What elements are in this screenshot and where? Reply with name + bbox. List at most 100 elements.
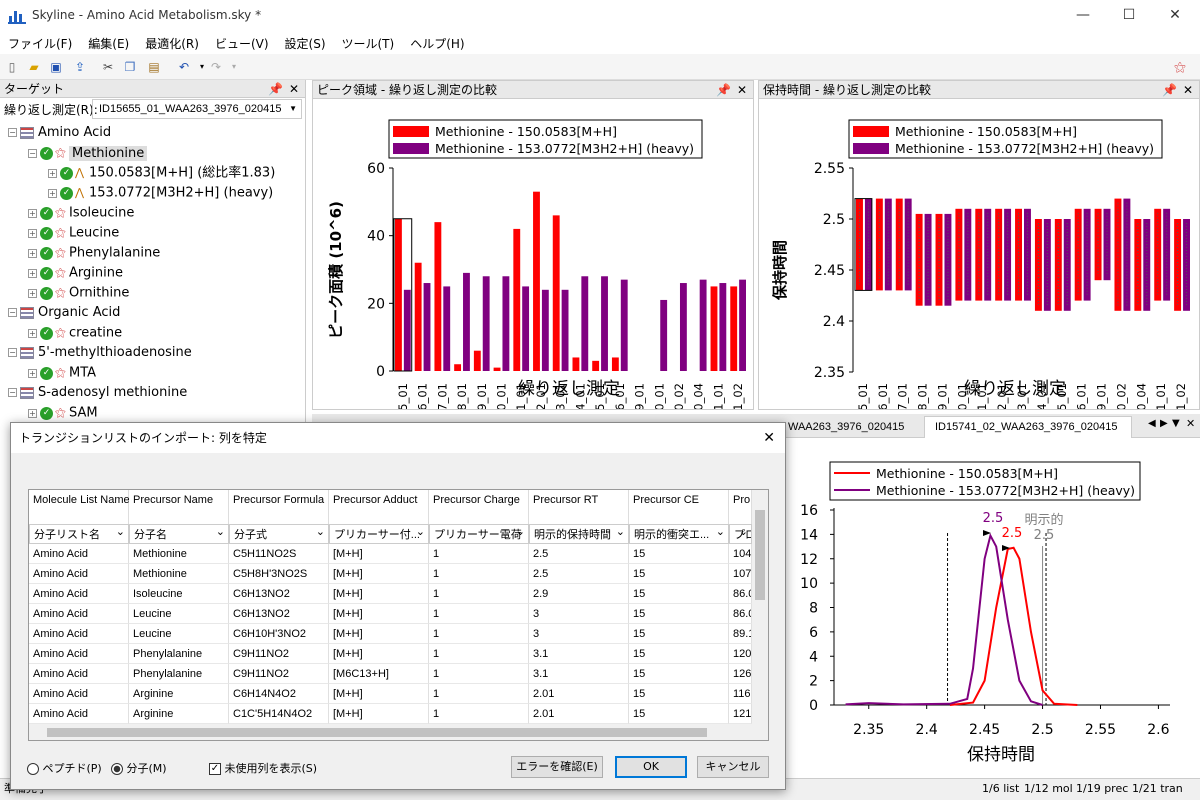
retention-time-chart[interactable]: 2.35 2.4 2.45 2.5 2.55 ID15655_01 ID15656_01 ID… [759,100,1199,409]
table-row[interactable]: Amino Acid Phenylalanine C9H11NO2 [M+H] 1 3.1… [29,644,752,664]
table-row[interactable]: Amino Acid Methionine C5H11NO2S [M+H] 1 2.5 15… [29,544,752,564]
expand-toggle-icon[interactable]: + [28,228,37,238]
redo-dropdown-icon[interactable]: ▾ [231,62,236,71]
menu-tools[interactable]: ツール(T) [341,37,395,51]
table-row[interactable]: Amino Acid Methionine C5H8H'3NO2S [M+H] 1 2.5… [29,564,752,584]
tab-left-icon[interactable]: ◀ [1148,418,1156,429]
table-row[interactable]: Amino Acid Arginine C6H14N4O2 [M+H] 1 2.01 15 1… [29,684,752,704]
radio-molecule-circle[interactable] [111,763,123,775]
close-panel-icon[interactable]: ✕ [1182,83,1193,97]
tree-node[interactable]: − S-adenosyl methionine [8,383,187,403]
menu-settings[interactable]: 設定(S) [284,37,326,51]
ok-button[interactable]: OK [615,756,687,778]
minimize-button[interactable]: — [1076,7,1090,23]
tree-node[interactable]: + ✓ ⚝ MTA [28,363,96,383]
expand-toggle-icon[interactable]: + [28,268,37,278]
close-window-button[interactable]: ✕ [1169,7,1181,23]
close-panel-icon[interactable]: ✕ [736,83,747,97]
tree-node[interactable]: + ✓ ⚝ creatine [28,323,122,343]
check-errors-button[interactable]: エラーを確認(E) [511,756,603,778]
table-row[interactable]: Amino Acid Leucine C6H10H'3NO2 [M+H] 1 3 15 89.… [29,624,752,644]
tree-node[interactable]: + ✓ ⚝ Arginine [28,263,123,283]
expand-toggle-icon[interactable]: − [8,388,17,397]
expand-toggle-icon[interactable]: + [28,408,37,418]
bar [482,276,490,371]
hscrollbar-thumb[interactable] [47,728,707,737]
expand-toggle-icon[interactable]: + [48,168,57,178]
save-icon[interactable]: ▣ [50,60,62,74]
tree-node[interactable]: − ✓ ⚝ Methionine [28,143,148,163]
paste-icon[interactable]: ▤ [148,60,160,74]
column-type-dropdown[interactable]: 分子名 [129,524,229,544]
vertical-scrollbar[interactable] [752,490,768,724]
menu-refine[interactable]: 最適化(R) [145,37,199,51]
tree-node[interactable]: − Amino Acid [8,123,111,143]
close-panel-icon[interactable]: ✕ [288,82,299,96]
expand-toggle-icon[interactable]: + [28,248,37,258]
molecule-mode-icon[interactable]: ⚝ [1174,60,1186,74]
expand-toggle-icon[interactable]: + [28,288,37,298]
radio-peptide[interactable]: ペプチド(P) [27,760,102,776]
radio-peptide-circle[interactable] [27,763,39,775]
replicate-select[interactable]: ID15655_01_WAA263_3976_020415 ▼ [92,99,302,119]
cut-icon[interactable]: ✂ [102,60,114,74]
column-type-dropdown[interactable]: プロ [729,524,752,544]
close-tab-icon[interactable]: ✕ [1186,417,1196,430]
table-row[interactable]: Amino Acid Isoleucine C6H13NO2 [M+H] 1 2.9 15 8… [29,584,752,604]
tree-node[interactable]: + ✓ ⚝ SAM [28,403,98,423]
column-type-dropdown[interactable]: 分子リスト名 [29,524,129,544]
expand-toggle-icon[interactable]: + [48,188,57,198]
menu-edit[interactable]: 編集(E) [88,37,130,51]
expand-toggle-icon[interactable]: + [28,368,37,378]
table-row[interactable]: Amino Acid Arginine C1C'5H14N4O2 [M+H] 1 2.01… [29,704,752,724]
menu-view[interactable]: ビュー(V) [214,37,269,51]
redo-icon[interactable]: ↷ [210,60,222,74]
horizontal-scrollbar[interactable] [29,724,768,740]
column-type-dropdown[interactable]: 明示的衝突エ... [629,524,729,544]
copy-icon[interactable]: ❐ [124,60,136,74]
radio-molecule[interactable]: 分子(M) [111,760,167,776]
undo-dropdown-icon[interactable]: ▾ [199,62,204,71]
tab-right-icon[interactable]: ▶ [1160,418,1168,429]
checkbox-check-icon[interactable]: ✓ [209,763,221,775]
expand-toggle-icon[interactable]: − [28,148,37,158]
peak-area-chart[interactable]: 0 20 40 60 ID15655_01 ID15656_01 ID15657_01 ID1… [313,100,753,409]
show-unused-checkbox[interactable]: ✓ 未使用列を表示(S) [209,760,317,776]
pin-icon[interactable]: 📌 [716,83,731,97]
tab-list-icon[interactable]: ▼ [1172,418,1180,429]
pin-icon[interactable]: 📌 [268,82,283,96]
expand-toggle-icon[interactable]: + [28,328,37,338]
new-file-icon[interactable]: ▯ [8,60,16,74]
tree-node[interactable]: + ✓ ⋀ 153.0772[M3H2+H] (heavy) [48,183,273,203]
tree-node[interactable]: + ✓ ⚝ Ornithine [28,283,129,303]
pin-icon[interactable]: 📌 [1162,83,1177,97]
tree-node[interactable]: + ✓ ⋀ 150.0583[M+H] (総比率1.83) [48,163,275,183]
tree-node[interactable]: − 5'-methylthioadenosine [8,343,192,363]
expand-toggle-icon[interactable]: + [28,208,37,218]
publish-icon[interactable]: ⇪ [74,60,86,74]
column-type-dropdown[interactable]: 明示的保持時間 [529,524,629,544]
column-type-dropdown[interactable]: プリカーサー付... [329,524,429,544]
column-type-dropdown[interactable]: プリカーサー電荷 [429,524,529,544]
tree-node[interactable]: + ✓ ⚝ Leucine [28,223,119,243]
column-type-dropdown[interactable]: 分子式 [229,524,329,544]
menu-help[interactable]: ヘルプ(H) [410,37,465,51]
dialog-close-icon[interactable]: ✕ [763,430,775,446]
tree-node[interactable]: + ✓ ⚝ Phenylalanine [28,243,160,263]
expand-toggle-icon[interactable]: − [8,128,17,137]
undo-icon[interactable]: ↶ [178,60,190,74]
menu-file[interactable]: ファイル(F) [8,37,73,51]
tree-node[interactable]: + ✓ ⚝ Isoleucine [28,203,134,223]
chromatogram-tab-1[interactable]: WAA263_3976_020415 [782,418,917,438]
expand-toggle-icon[interactable]: − [8,308,17,317]
maximize-button[interactable]: ☐ [1122,7,1136,23]
chromatogram-tab-2[interactable]: ID15741_02_WAA263_3976_020415 [924,416,1132,438]
open-folder-icon[interactable]: ▰ [29,60,39,74]
cancel-button[interactable]: キャンセル [697,756,769,778]
tree-node[interactable]: − Organic Acid [8,303,120,323]
table-row[interactable]: Amino Acid Phenylalanine C9H11NO2 [M6C13+H]… [29,664,752,684]
expand-toggle-icon[interactable]: − [8,348,17,357]
scrollbar-thumb[interactable] [755,510,765,600]
